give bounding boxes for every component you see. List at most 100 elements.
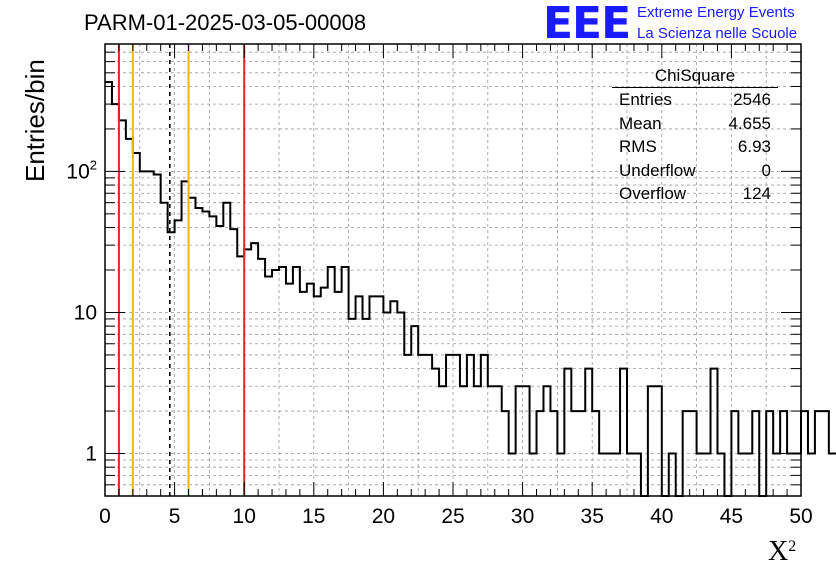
histogram-bin: [432, 369, 439, 496]
histogram-bin: [822, 411, 829, 496]
histogram-bin: [439, 386, 446, 496]
eee-logo: EEE: [543, 0, 631, 49]
x-tick-label: 45: [720, 505, 743, 528]
histogram-bin: [453, 355, 460, 496]
x-tick-label: 15: [302, 505, 325, 528]
y-tick-label: 102: [66, 157, 97, 183]
histogram-bin: [349, 319, 356, 496]
histogram-bin: [272, 270, 279, 496]
y-tick-label: 1: [85, 443, 97, 466]
histogram-bin: [620, 369, 627, 496]
histogram-bin: [488, 386, 495, 496]
stats-label: Underflow: [619, 160, 696, 180]
histogram-bin: [543, 386, 550, 496]
x-axis-label: X2: [768, 536, 797, 567]
x-tick-label: 40: [650, 505, 673, 528]
histogram-bin: [195, 208, 202, 496]
histogram-bin: [216, 226, 223, 496]
histogram-bin: [481, 355, 488, 496]
histogram-bin: [147, 171, 154, 496]
histogram-bin: [495, 386, 502, 496]
histogram-bin: [119, 120, 126, 496]
org-subtitle: La Scienza nelle Scuole: [637, 25, 798, 42]
histogram-bin: [711, 369, 718, 496]
histogram-bin: [189, 198, 196, 496]
histogram-bin: [564, 369, 571, 496]
stats-value: 4.655: [728, 113, 771, 133]
histogram-bin: [182, 181, 189, 496]
histogram-bin: [300, 292, 307, 496]
histogram-bin: [293, 267, 300, 496]
stats-row: Entries 2546: [610, 90, 780, 114]
histogram-bin: [244, 249, 251, 496]
histogram-bin: [397, 312, 404, 496]
stats-row: Mean 4.655: [610, 114, 780, 138]
histogram-bin: [112, 104, 119, 496]
histogram-bin: [140, 171, 147, 496]
histogram-bin: [175, 220, 182, 496]
histogram-bin: [342, 267, 349, 496]
y-tick-label: 10: [74, 301, 97, 324]
x-tick-label: 30: [511, 505, 534, 528]
histogram-bin: [655, 386, 662, 496]
histogram-bin: [404, 355, 411, 496]
histogram-bin: [815, 411, 822, 496]
histogram-bin: [474, 386, 481, 496]
histogram-bin: [829, 454, 836, 496]
stats-box: ChiSquare Entries 2546 Mean 4.655 RMS 6.93 Und…: [610, 66, 780, 208]
histogram-bin: [335, 292, 342, 496]
histogram-bin: [209, 216, 216, 496]
x-tick-label: 0: [99, 505, 111, 528]
stats-row: Overflow 124: [610, 184, 780, 208]
histogram-bin: [307, 284, 314, 496]
org-name: Extreme Energy Events: [637, 4, 795, 21]
x-tick-label: 25: [441, 505, 464, 528]
histogram-bin: [390, 301, 397, 496]
stats-value: 0: [761, 160, 771, 180]
stats-row: Underflow 0: [610, 161, 780, 185]
x-tick-label: 20: [372, 505, 395, 528]
x-tick-label: 5: [169, 505, 181, 528]
stats-label: Entries: [619, 90, 672, 109]
chart-title: PARM-01-2025-03-05-00008: [84, 10, 367, 35]
histogram-bin: [279, 267, 286, 496]
histogram-bin: [383, 312, 390, 496]
histogram-bin: [460, 386, 467, 496]
histogram-bin: [154, 175, 161, 496]
histogram-bin: [425, 355, 432, 496]
histogram-bin: [286, 284, 293, 496]
histogram-bin: [133, 153, 140, 496]
histogram-bin: [328, 267, 335, 496]
histogram-bin: [126, 139, 133, 496]
histogram-bin: [516, 386, 523, 496]
stats-label: Overflow: [619, 184, 687, 203]
x-tick-label: 10: [233, 505, 256, 528]
histogram-bin: [648, 386, 655, 496]
histogram-bin: [446, 355, 453, 496]
histogram-bin: [585, 369, 592, 496]
stats-row: RMS 6.93: [610, 137, 780, 161]
stats-value: 6.93: [737, 137, 771, 156]
histogram-bin: [418, 355, 425, 496]
x-tick-label: 35: [581, 505, 604, 528]
stats-title: ChiSquare: [612, 66, 778, 88]
histogram-bin: [223, 203, 230, 496]
histogram-bin: [105, 82, 112, 496]
histogram-series: [105, 81, 836, 497]
histogram-bin: [258, 259, 265, 496]
histogram-bin: [161, 203, 168, 496]
stats-label: Mean: [619, 113, 662, 133]
stats-value: 124: [742, 184, 771, 203]
histogram-bin: [467, 355, 474, 496]
histogram-bin: [168, 232, 175, 496]
histogram-bin: [251, 243, 258, 496]
histogram-bin: [801, 411, 808, 496]
histogram-bin: [230, 229, 237, 496]
stats-value: 2546: [733, 90, 771, 109]
stats-label: RMS: [619, 137, 657, 156]
histogram-bin: [523, 386, 530, 496]
histogram-bin: [808, 454, 815, 496]
x-tick-label: 50: [789, 505, 812, 528]
